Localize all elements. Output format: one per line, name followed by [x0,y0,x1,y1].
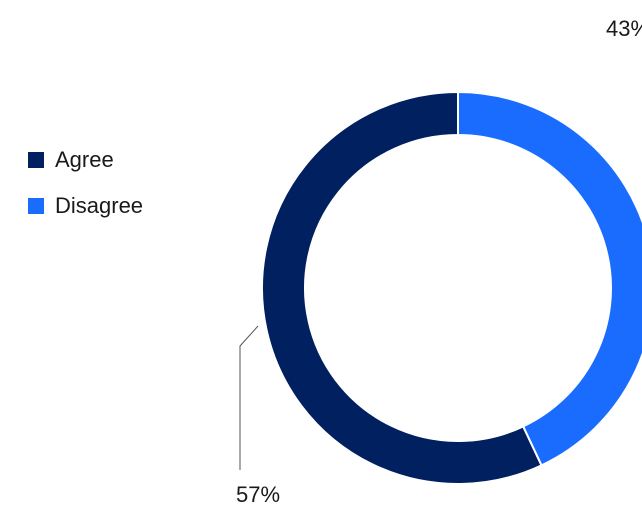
legend-item-disagree: Disagree [28,192,143,220]
donut-slice-disagree [457,90,642,467]
chart-legend: Agree Disagree [28,146,143,220]
leader-line-agree [239,325,259,470]
legend-label-disagree: Disagree [55,193,144,218]
data-label-agree: 57% [236,482,280,507]
legend-swatch-agree [28,152,44,168]
legend-label-agree: Agree [55,147,114,172]
donut-slices [261,90,642,485]
donut-slice-agree [261,90,543,485]
data-label-disagree: 43% [606,16,642,41]
legend-swatch-disagree [28,198,44,214]
legend-item-agree: Agree [28,146,143,174]
